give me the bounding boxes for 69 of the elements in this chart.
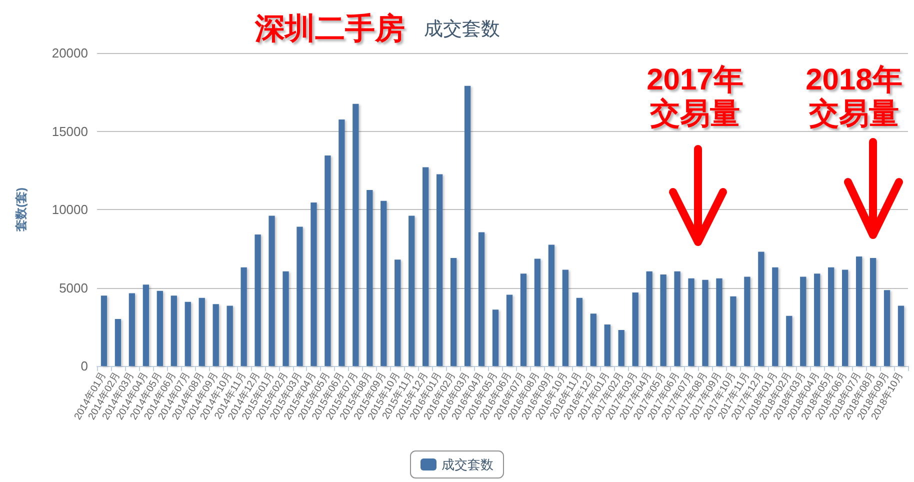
bar <box>534 258 541 366</box>
bar <box>590 314 596 366</box>
bar <box>898 306 904 366</box>
y-tick-label: 5000 <box>59 280 88 296</box>
bar <box>562 270 568 366</box>
bar <box>254 234 261 366</box>
y-tick-label: 0 <box>80 358 88 374</box>
bar <box>688 278 694 366</box>
bar <box>436 174 443 366</box>
bar <box>142 284 150 366</box>
bar <box>786 316 792 366</box>
bar <box>548 244 555 366</box>
chart-subtitle: 成交套数 <box>424 18 500 40</box>
bar <box>380 200 387 366</box>
bar <box>646 271 652 366</box>
y-tick-label: 15000 <box>52 124 88 139</box>
bar <box>856 256 862 366</box>
annotation: 2018年交易量 <box>806 64 902 130</box>
bar <box>744 276 750 366</box>
bar <box>730 296 736 366</box>
bar <box>100 296 108 366</box>
bar <box>310 202 317 366</box>
bar <box>184 302 191 366</box>
bar <box>114 319 122 366</box>
bar <box>702 280 708 366</box>
bar <box>240 267 247 366</box>
bar <box>674 271 680 366</box>
bar <box>716 278 722 366</box>
bar <box>226 306 233 366</box>
bar <box>198 298 205 366</box>
bar <box>450 258 457 366</box>
y-tick-label: 10000 <box>52 202 88 217</box>
bar <box>394 260 401 366</box>
bar <box>212 304 219 366</box>
bar <box>828 267 834 366</box>
bar <box>338 120 345 366</box>
bar <box>282 271 289 366</box>
bar <box>366 190 373 366</box>
bar <box>156 290 163 366</box>
annotation: 2017年交易量 <box>646 64 744 130</box>
bar <box>660 274 666 366</box>
bar <box>520 274 527 366</box>
bar <box>814 274 820 366</box>
bar <box>604 324 610 366</box>
bar <box>464 86 471 366</box>
bar <box>324 156 331 366</box>
bar <box>296 226 303 366</box>
bar <box>506 294 513 366</box>
bar <box>352 104 359 366</box>
bar <box>170 296 177 366</box>
bar <box>478 232 485 366</box>
bar <box>884 290 890 366</box>
chart-title: 深圳二手房 <box>254 12 405 46</box>
y-axis-title: 套数(套) <box>14 188 28 232</box>
bar <box>632 292 638 366</box>
y-tick-label: 20000 <box>52 46 88 60</box>
bar <box>268 216 275 366</box>
bar <box>408 216 415 366</box>
bar <box>842 270 848 366</box>
bar <box>576 298 582 366</box>
legend-label: 成交套数 <box>442 457 494 472</box>
bar <box>618 330 624 366</box>
bar <box>772 267 778 366</box>
bar <box>422 167 429 366</box>
bar <box>758 252 764 366</box>
bar <box>492 310 499 366</box>
bar <box>870 258 876 366</box>
bar <box>128 293 136 366</box>
bar <box>800 276 806 366</box>
